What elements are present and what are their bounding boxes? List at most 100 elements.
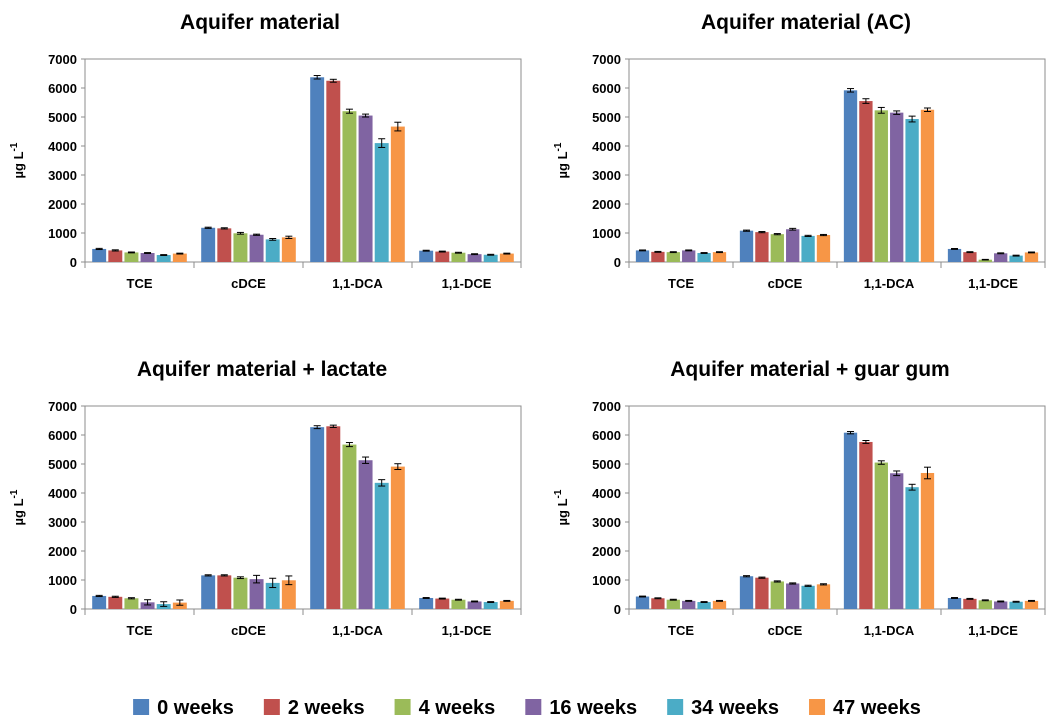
bar <box>467 601 482 609</box>
legend-label: 0 weeks <box>157 697 234 719</box>
x-category-label: cDCE <box>768 276 803 291</box>
bar <box>1024 600 1039 609</box>
chart-title: Aquifer material <box>180 11 340 34</box>
bar <box>755 577 769 609</box>
legend-label: 16 weeks <box>549 697 637 719</box>
y-tick-label: 5000 <box>592 110 621 125</box>
bar <box>978 600 992 609</box>
y-tick-label: 2000 <box>592 197 621 212</box>
bar <box>499 253 514 262</box>
legend-item: 47 weeks <box>809 697 921 719</box>
legend-item: 34 weeks <box>667 697 779 719</box>
bar <box>1009 601 1023 609</box>
x-category-label: TCE <box>127 623 153 638</box>
bar <box>755 232 769 262</box>
bar <box>249 234 264 262</box>
chart-panel-4: Aquifer material + guar gum 0 1000 2000 3000… <box>553 358 1046 638</box>
bar <box>920 472 935 609</box>
x-category-label: 1,1-DCA <box>864 276 915 291</box>
bar <box>947 597 962 609</box>
bar <box>140 602 155 609</box>
x-category-label: TCE <box>127 276 153 291</box>
bar <box>963 598 977 609</box>
bar <box>739 230 754 262</box>
plot-frame <box>84 405 522 610</box>
chart-title: Aquifer material (AC) <box>701 11 911 34</box>
bar <box>816 235 831 262</box>
x-category-label: 1,1-DCA <box>332 276 383 291</box>
legend-item: 0 weeks <box>133 697 234 719</box>
bar <box>326 80 341 262</box>
bar <box>281 237 296 262</box>
y-tick-label: 0 <box>614 255 621 270</box>
bar <box>124 252 139 262</box>
bar <box>994 601 1008 609</box>
bar <box>140 253 155 262</box>
bar <box>419 597 434 609</box>
y-tick-label: 1000 <box>592 573 621 588</box>
bar <box>994 253 1008 262</box>
legend-swatch <box>667 699 684 715</box>
bar <box>890 112 904 263</box>
y-axis-label-exponent: -1 <box>9 489 20 498</box>
y-axis-label: µg L-1 <box>553 489 570 525</box>
chart-title: Aquifer material + guar gum <box>670 358 949 381</box>
bar <box>843 90 858 262</box>
bar <box>217 575 232 609</box>
bar <box>635 250 650 262</box>
bar <box>1024 252 1039 262</box>
y-tick-label: 5000 <box>592 457 621 472</box>
chart-title: Aquifer material + lactate <box>137 358 387 381</box>
y-tick-label: 0 <box>614 602 621 617</box>
y-tick-label: 6000 <box>48 428 77 443</box>
chart-panel-3: Aquifer material + lactate 0 1000 2000 3000 4… <box>9 358 522 638</box>
bar <box>770 581 784 609</box>
bar <box>358 115 373 262</box>
y-tick-label: 3000 <box>48 515 77 530</box>
bar <box>859 441 873 609</box>
bar <box>201 227 216 262</box>
y-axis-label-unit: µg L <box>555 151 570 178</box>
legend-label: 34 weeks <box>691 697 779 719</box>
bar <box>435 251 450 262</box>
y-tick-label: 2000 <box>48 544 77 559</box>
bar <box>697 253 711 262</box>
bar <box>419 250 434 262</box>
y-axis-label-unit: µg L <box>11 498 26 525</box>
chart-panel-2: Aquifer material (AC) 0 1000 2000 3000 4000 50… <box>553 11 1046 291</box>
bar <box>483 254 498 262</box>
bar <box>172 602 187 609</box>
bar <box>890 473 904 609</box>
y-tick-label: 7000 <box>592 52 621 67</box>
bar <box>739 576 754 609</box>
x-category-label: 1,1-DCE <box>968 623 1018 638</box>
bar <box>770 234 784 262</box>
bar <box>390 126 405 262</box>
y-tick-label: 5000 <box>48 457 77 472</box>
bar <box>390 466 405 609</box>
y-axis-label: µg L-1 <box>9 489 26 525</box>
bar <box>635 596 650 609</box>
y-tick-label: 4000 <box>592 139 621 154</box>
y-tick-label: 0 <box>70 602 77 617</box>
bar <box>265 239 280 262</box>
x-category-label: cDCE <box>231 276 266 291</box>
x-category-label: 1,1-DCA <box>864 623 915 638</box>
x-category-label: cDCE <box>231 623 266 638</box>
bar <box>249 579 264 609</box>
bar <box>172 253 187 262</box>
bar <box>651 598 665 609</box>
bar <box>435 598 450 609</box>
bar <box>874 110 888 262</box>
legend-swatch <box>394 699 411 715</box>
bar <box>978 259 992 262</box>
x-category-label: 1,1-DCE <box>442 276 492 291</box>
bar <box>451 252 466 262</box>
y-axis-label: µg L-1 <box>553 142 570 178</box>
bar <box>124 598 139 609</box>
bar <box>1009 255 1023 262</box>
y-tick-label: 1000 <box>592 226 621 241</box>
bar <box>801 585 815 609</box>
y-tick-label: 1000 <box>48 573 77 588</box>
bar <box>682 600 696 609</box>
